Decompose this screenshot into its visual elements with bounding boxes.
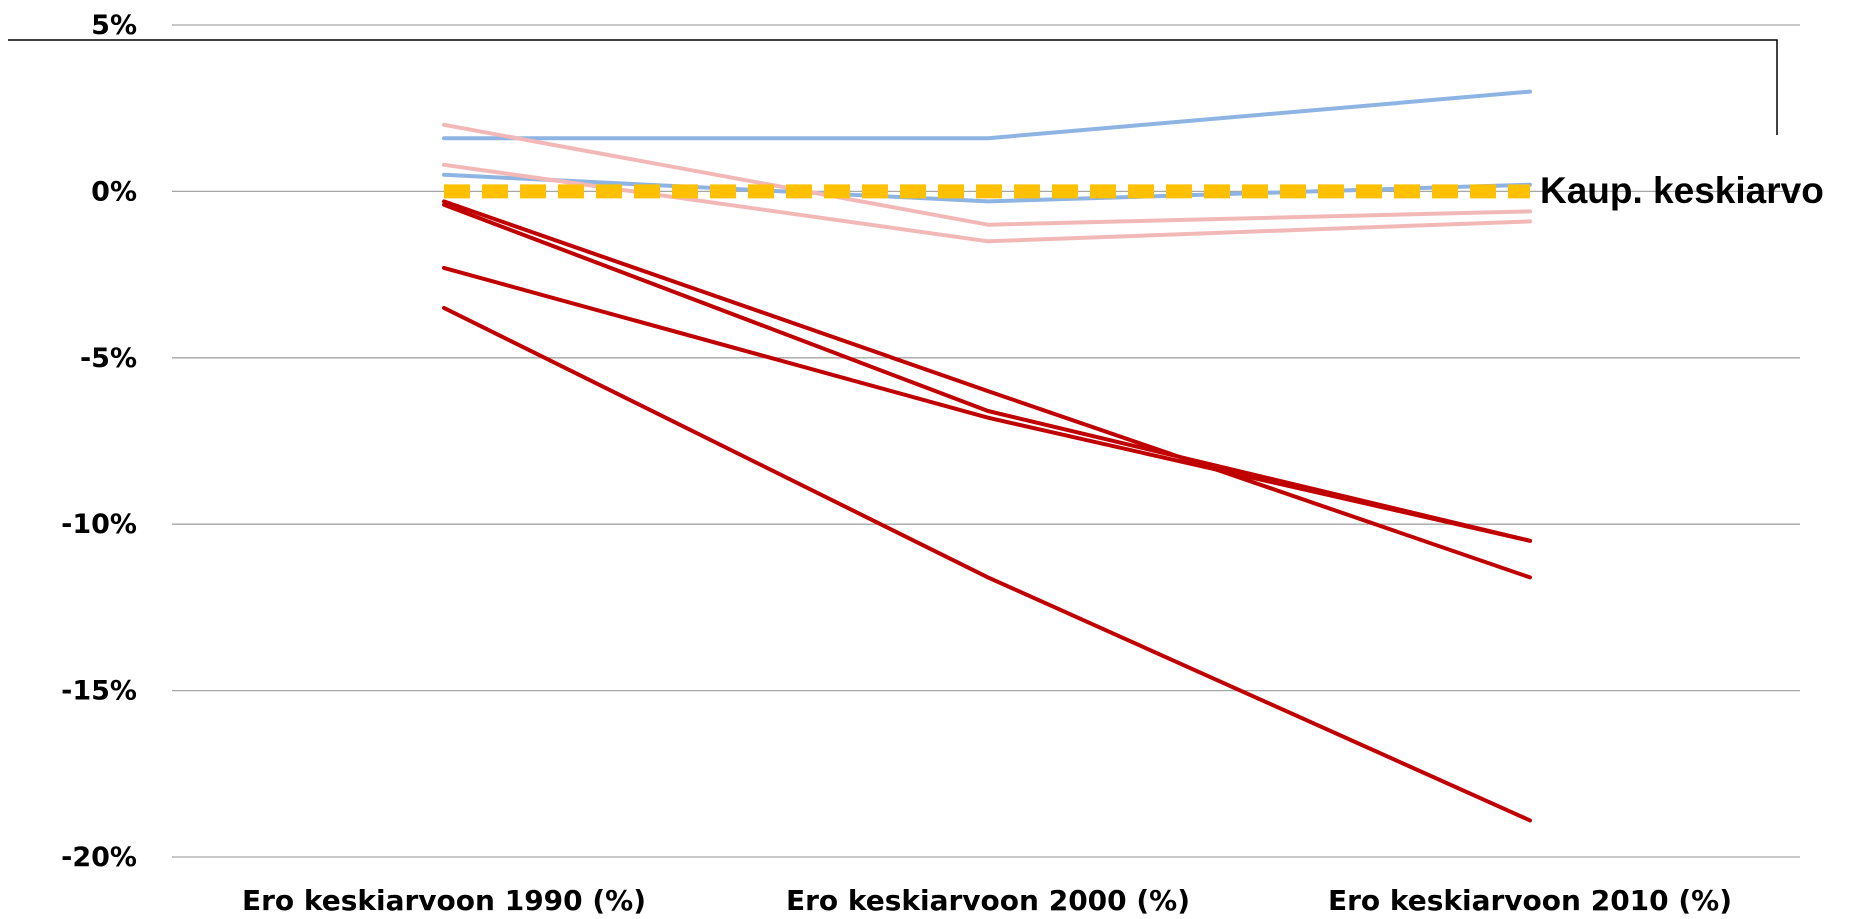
y-axis-ticks: 5% 0% -5% -10% -15% -20% bbox=[61, 10, 137, 873]
series-line-7 bbox=[442, 265, 1532, 543]
y-tick-label: -5% bbox=[80, 343, 137, 374]
annotation-callout-line bbox=[8, 39, 1778, 135]
series-lines bbox=[442, 89, 1532, 823]
y-tick-label: -15% bbox=[61, 676, 137, 707]
series-line-2 bbox=[442, 172, 1532, 204]
x-category-label: Ero keskiarvoon 1990 (%) bbox=[242, 884, 646, 917]
x-category-label: Ero keskiarvoon 2000 (%) bbox=[786, 884, 1190, 917]
series-line-1 bbox=[442, 89, 1532, 141]
annotation-group: Kaup. keskiarvo bbox=[8, 39, 1824, 211]
series-line-6 bbox=[442, 202, 1532, 543]
y-tick-label: 0% bbox=[91, 176, 137, 207]
x-category-label: Ero keskiarvoon 2010 (%) bbox=[1328, 884, 1732, 917]
y-tick-label: -20% bbox=[61, 842, 137, 873]
series-line-4 bbox=[442, 162, 1532, 244]
x-axis-categories: Ero keskiarvoon 1990 (%) Ero keskiarvoon … bbox=[242, 884, 1732, 917]
y-tick-label: -10% bbox=[61, 509, 137, 540]
series-line-5 bbox=[442, 199, 1532, 580]
series-line-3 bbox=[442, 122, 1532, 227]
series-line-8 bbox=[442, 305, 1532, 823]
gridlines bbox=[172, 24, 1800, 858]
average-annotation-label: Kaup. keskiarvo bbox=[1540, 170, 1824, 211]
y-tick-label: 5% bbox=[91, 10, 137, 41]
